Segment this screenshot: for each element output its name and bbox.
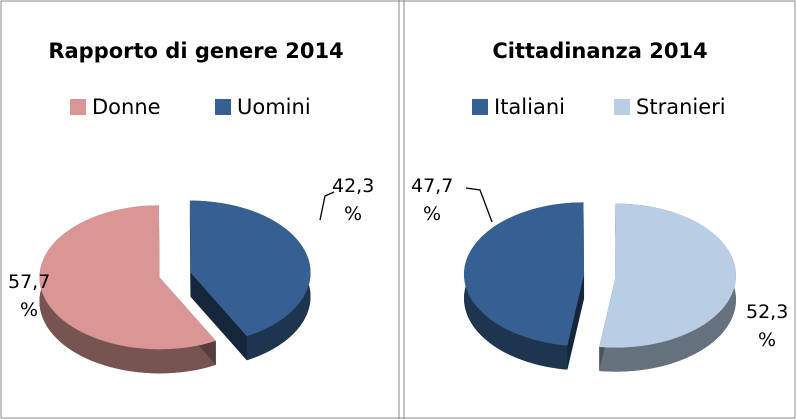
- legend-label: Italiani: [494, 95, 565, 119]
- slice: [599, 203, 736, 348]
- legend-swatch: [215, 99, 231, 115]
- data-label: 52,3 %: [746, 301, 789, 351]
- chart-title: Cittadinanza 2014: [492, 39, 707, 63]
- slice: [464, 202, 585, 346]
- legend-label: Uomini: [237, 95, 311, 119]
- legend-swatch: [614, 99, 630, 115]
- legend-label: Donne: [92, 95, 161, 119]
- leader-line: [465, 187, 493, 223]
- data-label: 42,3 %: [332, 175, 375, 225]
- legend-swatch: [70, 99, 86, 115]
- slice-wall: [615, 203, 616, 300]
- data-label: 57,7 %: [8, 271, 51, 321]
- legend-swatch: [472, 99, 488, 115]
- slice: [39, 205, 216, 350]
- slice-wall: [190, 272, 247, 361]
- chart-title: Rapporto di genere 2014: [48, 39, 343, 63]
- leader-line: [319, 191, 335, 221]
- data-label: 47,7 %: [411, 175, 454, 225]
- slice-side: [39, 205, 216, 374]
- legend-label: Stranieri: [636, 95, 726, 119]
- slice-wall: [189, 200, 191, 297]
- slice: [189, 200, 311, 337]
- slice-wall: [567, 274, 585, 370]
